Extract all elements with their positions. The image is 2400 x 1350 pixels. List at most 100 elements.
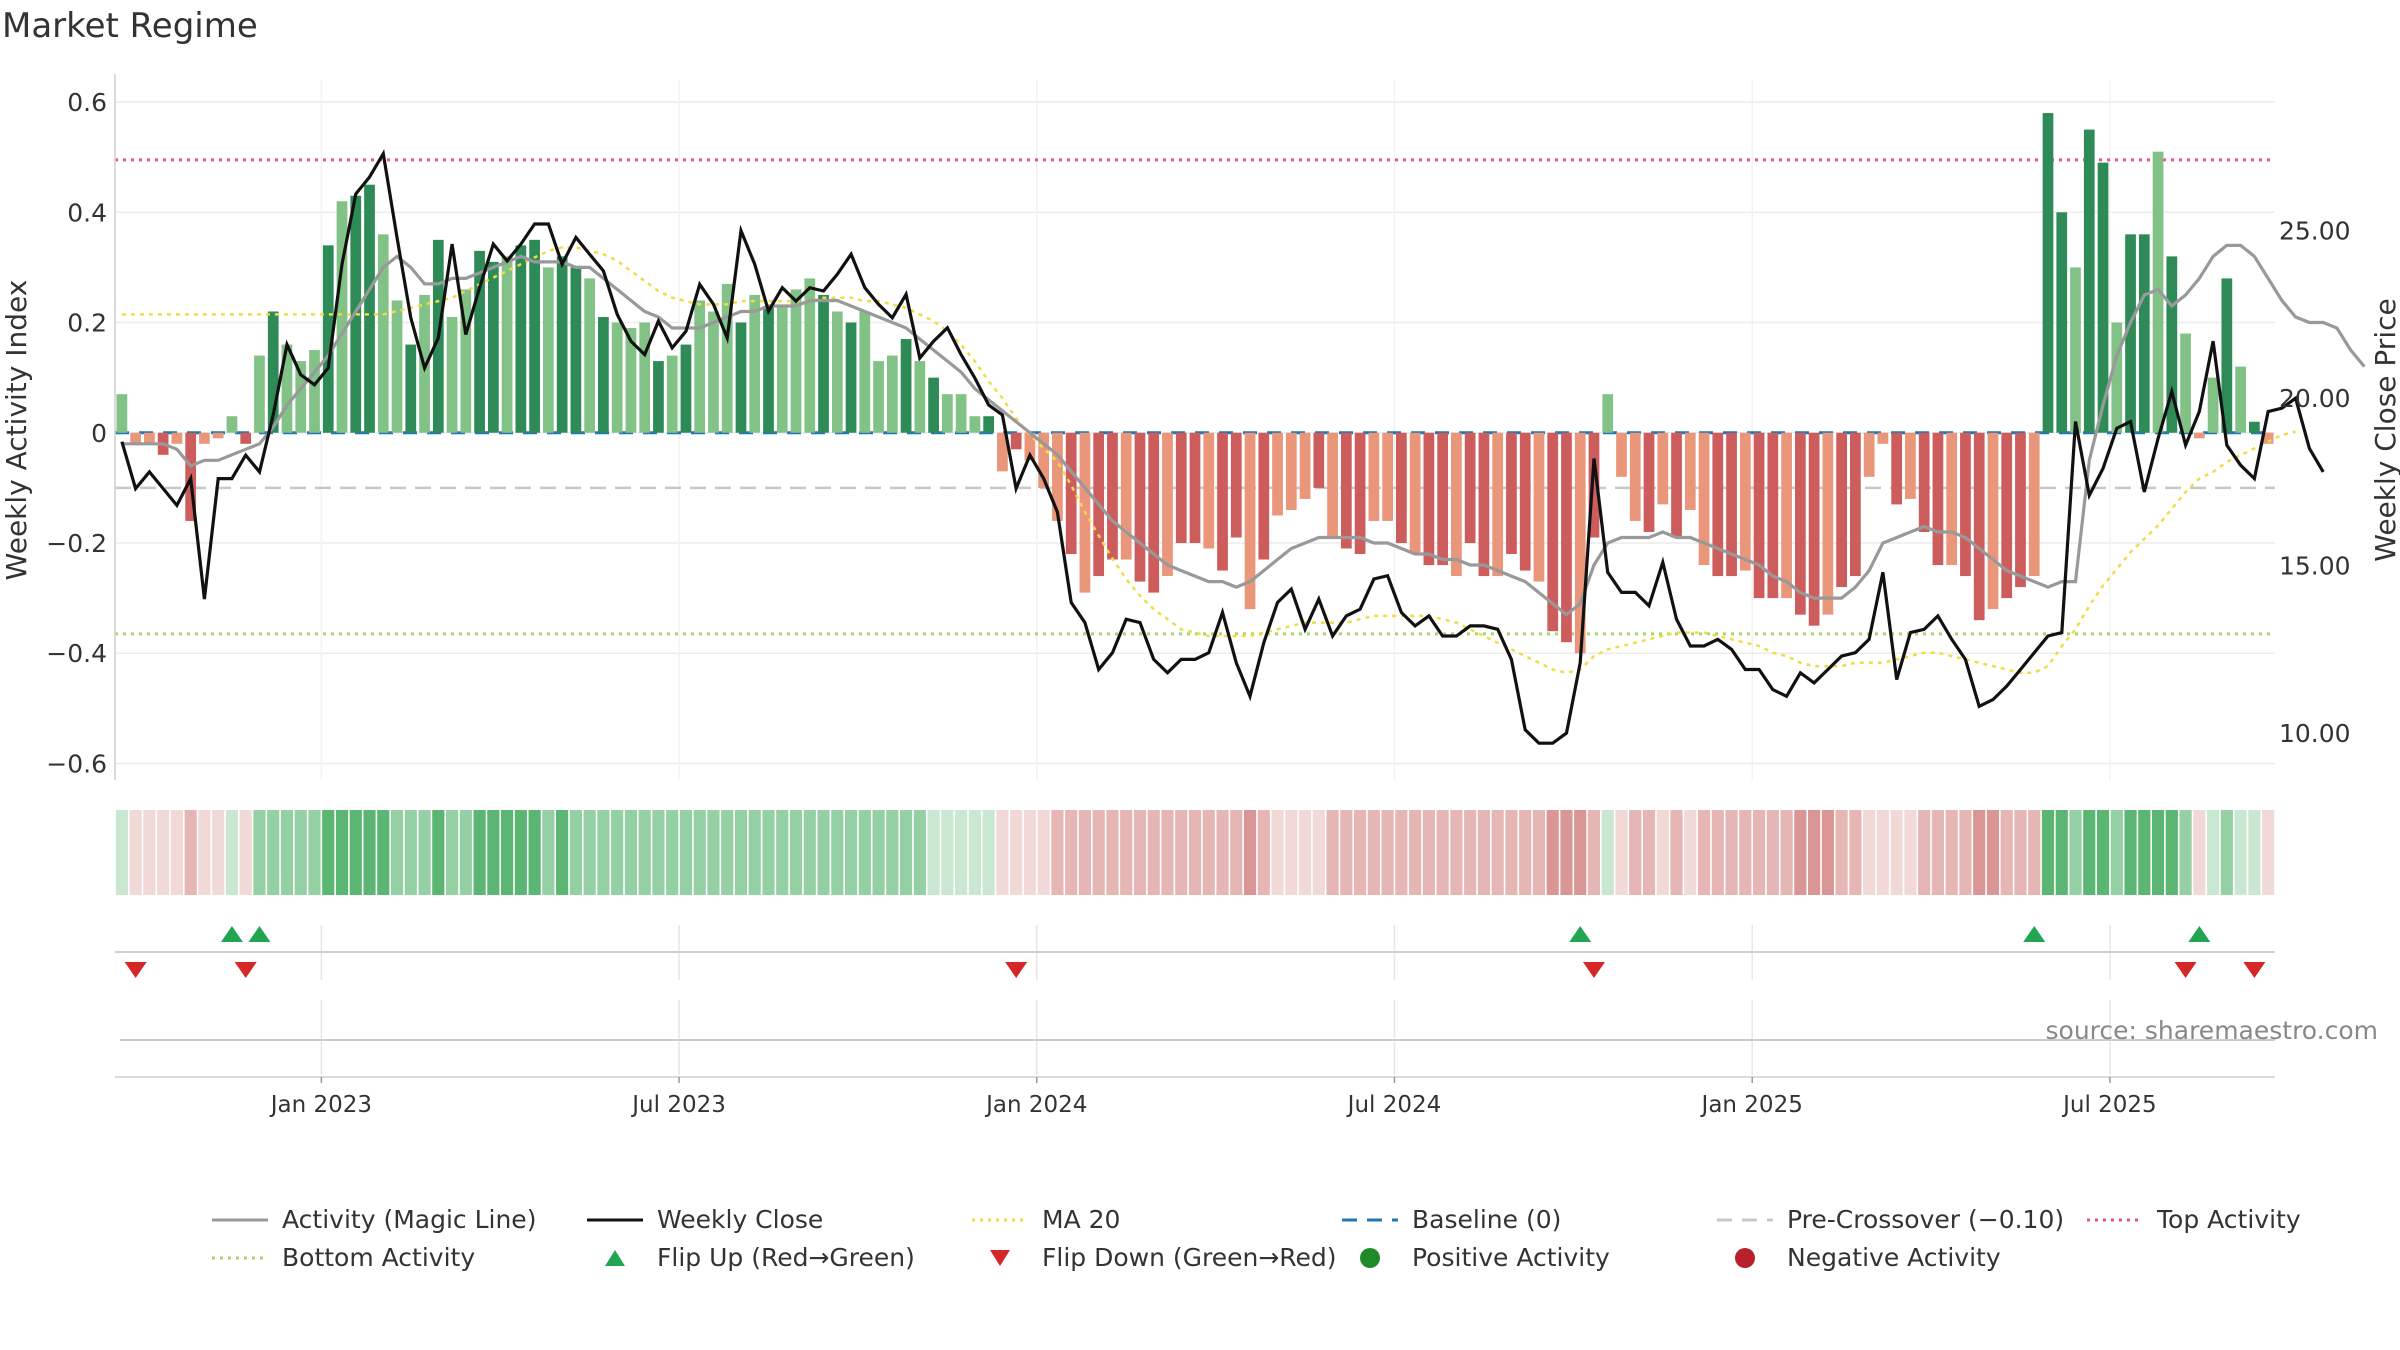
regime-cell [1918, 810, 1931, 895]
regime-cell [2041, 810, 2055, 895]
regime-cell [1808, 810, 1821, 895]
legend-symbol [1717, 1218, 1773, 1221]
activity-bar [2028, 432, 2040, 577]
regime-cell [1725, 810, 1738, 895]
regime-cell [473, 810, 486, 895]
activity-bar [1162, 432, 1173, 577]
activity-bar [1120, 432, 1132, 560]
regime-cell [955, 810, 968, 895]
flip-markers [115, 926, 2275, 978]
activity-bar [2125, 234, 2136, 433]
regime-cell [1175, 810, 1188, 895]
regime-cell [1766, 810, 1779, 895]
regime-cell [927, 810, 940, 895]
regime-cell [1670, 810, 1683, 895]
regime-cell [1230, 810, 1243, 895]
x-tick-label: Jul 2023 [630, 1092, 726, 1118]
legend-label: Negative Activity [1787, 1243, 2001, 1272]
flip-up-marker [1569, 926, 1592, 942]
activity-bar [2193, 432, 2205, 439]
regime-cell [1464, 810, 1477, 895]
activity-bar [1258, 432, 1270, 560]
activity-bar [1382, 432, 1393, 521]
activity-bar [1396, 432, 1407, 543]
legend-label: MA 20 [1042, 1205, 1121, 1234]
activity-bar [735, 322, 747, 433]
regime-cell [1010, 810, 1023, 895]
regime-cell [1147, 810, 1160, 895]
activity-bar [2001, 432, 2013, 599]
regime-cell [184, 810, 197, 895]
regime-cell [225, 810, 239, 895]
regime-cell [1505, 810, 1518, 895]
magic-line [121, 243, 2366, 617]
regime-cell [1959, 810, 1972, 895]
regime-cell [2151, 810, 2165, 895]
regime-cell [404, 810, 417, 895]
activity-bar [2070, 267, 2081, 433]
regime-cell [2207, 810, 2220, 895]
activity-bar [1794, 432, 1806, 615]
activity-bar [1891, 432, 1903, 505]
y2-tick-label: 15.00 [2279, 552, 2351, 581]
legend-label: Activity (Magic Line) [282, 1205, 537, 1234]
activity-bar [859, 311, 871, 433]
activity-bar [900, 339, 912, 433]
regime-cell [1271, 810, 1284, 895]
legend-item: Top Activity [2085, 1205, 2301, 1234]
regime-cell [776, 810, 789, 895]
regime-cell [1821, 810, 1834, 895]
activity-bar [818, 294, 829, 433]
regime-cell [2096, 810, 2110, 895]
activity-bar [1148, 432, 1160, 593]
regime-cell [679, 810, 693, 895]
regime-cell [2234, 810, 2247, 895]
regime-cell [528, 810, 541, 895]
activity-bar [1492, 432, 1504, 577]
x-tick-label: Jul 2025 [2061, 1092, 2157, 1118]
regime-cell [2028, 810, 2041, 895]
chart-title: Market Regime [2, 6, 258, 46]
activity-bar [1175, 432, 1187, 543]
regime-cell [1587, 810, 1601, 895]
regime-cell [1931, 810, 1945, 895]
activity-bar [1822, 432, 1834, 615]
legend-item: Baseline (0) [1340, 1205, 1561, 1234]
activity-bar [1753, 432, 1765, 599]
activity-bar [776, 305, 788, 433]
regime-cell [1120, 810, 1133, 895]
regime-cell [1106, 810, 1119, 895]
regime-cell [817, 810, 830, 895]
activity-bar [1561, 432, 1572, 643]
regime-cell [1835, 810, 1848, 895]
regime-cell [2138, 810, 2151, 895]
activity-bar [2152, 151, 2164, 433]
regime-cell [913, 810, 926, 895]
activity-bar [1107, 432, 1118, 560]
regime-cell [1243, 810, 1257, 895]
activity-bar [941, 394, 953, 433]
activity-bar [1643, 432, 1655, 532]
activity-bar [2207, 377, 2219, 433]
legend-item: Pre-Crossover (−0.10) [1715, 1205, 2064, 1234]
y2-tick-label: 20.00 [2279, 384, 2351, 413]
regime-cell [2014, 810, 2027, 895]
activity-bar [1313, 432, 1325, 488]
regime-cell [170, 810, 183, 895]
activity-bar [1533, 432, 1545, 582]
activity-bar [873, 361, 884, 433]
activity-bar [763, 305, 774, 433]
activity-bar [2166, 256, 2178, 433]
regime-cell [1188, 810, 1202, 895]
regime-cell [2193, 810, 2206, 895]
regime-cell [212, 810, 225, 895]
regime-cell [1202, 810, 1215, 895]
regime-cell [1037, 810, 1050, 895]
regime-cell [803, 810, 816, 895]
regime-strip [115, 810, 2275, 895]
activity-bar [1960, 432, 1971, 577]
activity-bar [721, 283, 733, 433]
legend-label: Flip Up (Red→Green) [657, 1243, 915, 1272]
activity-bar [529, 239, 540, 433]
activity-bar [144, 432, 155, 444]
